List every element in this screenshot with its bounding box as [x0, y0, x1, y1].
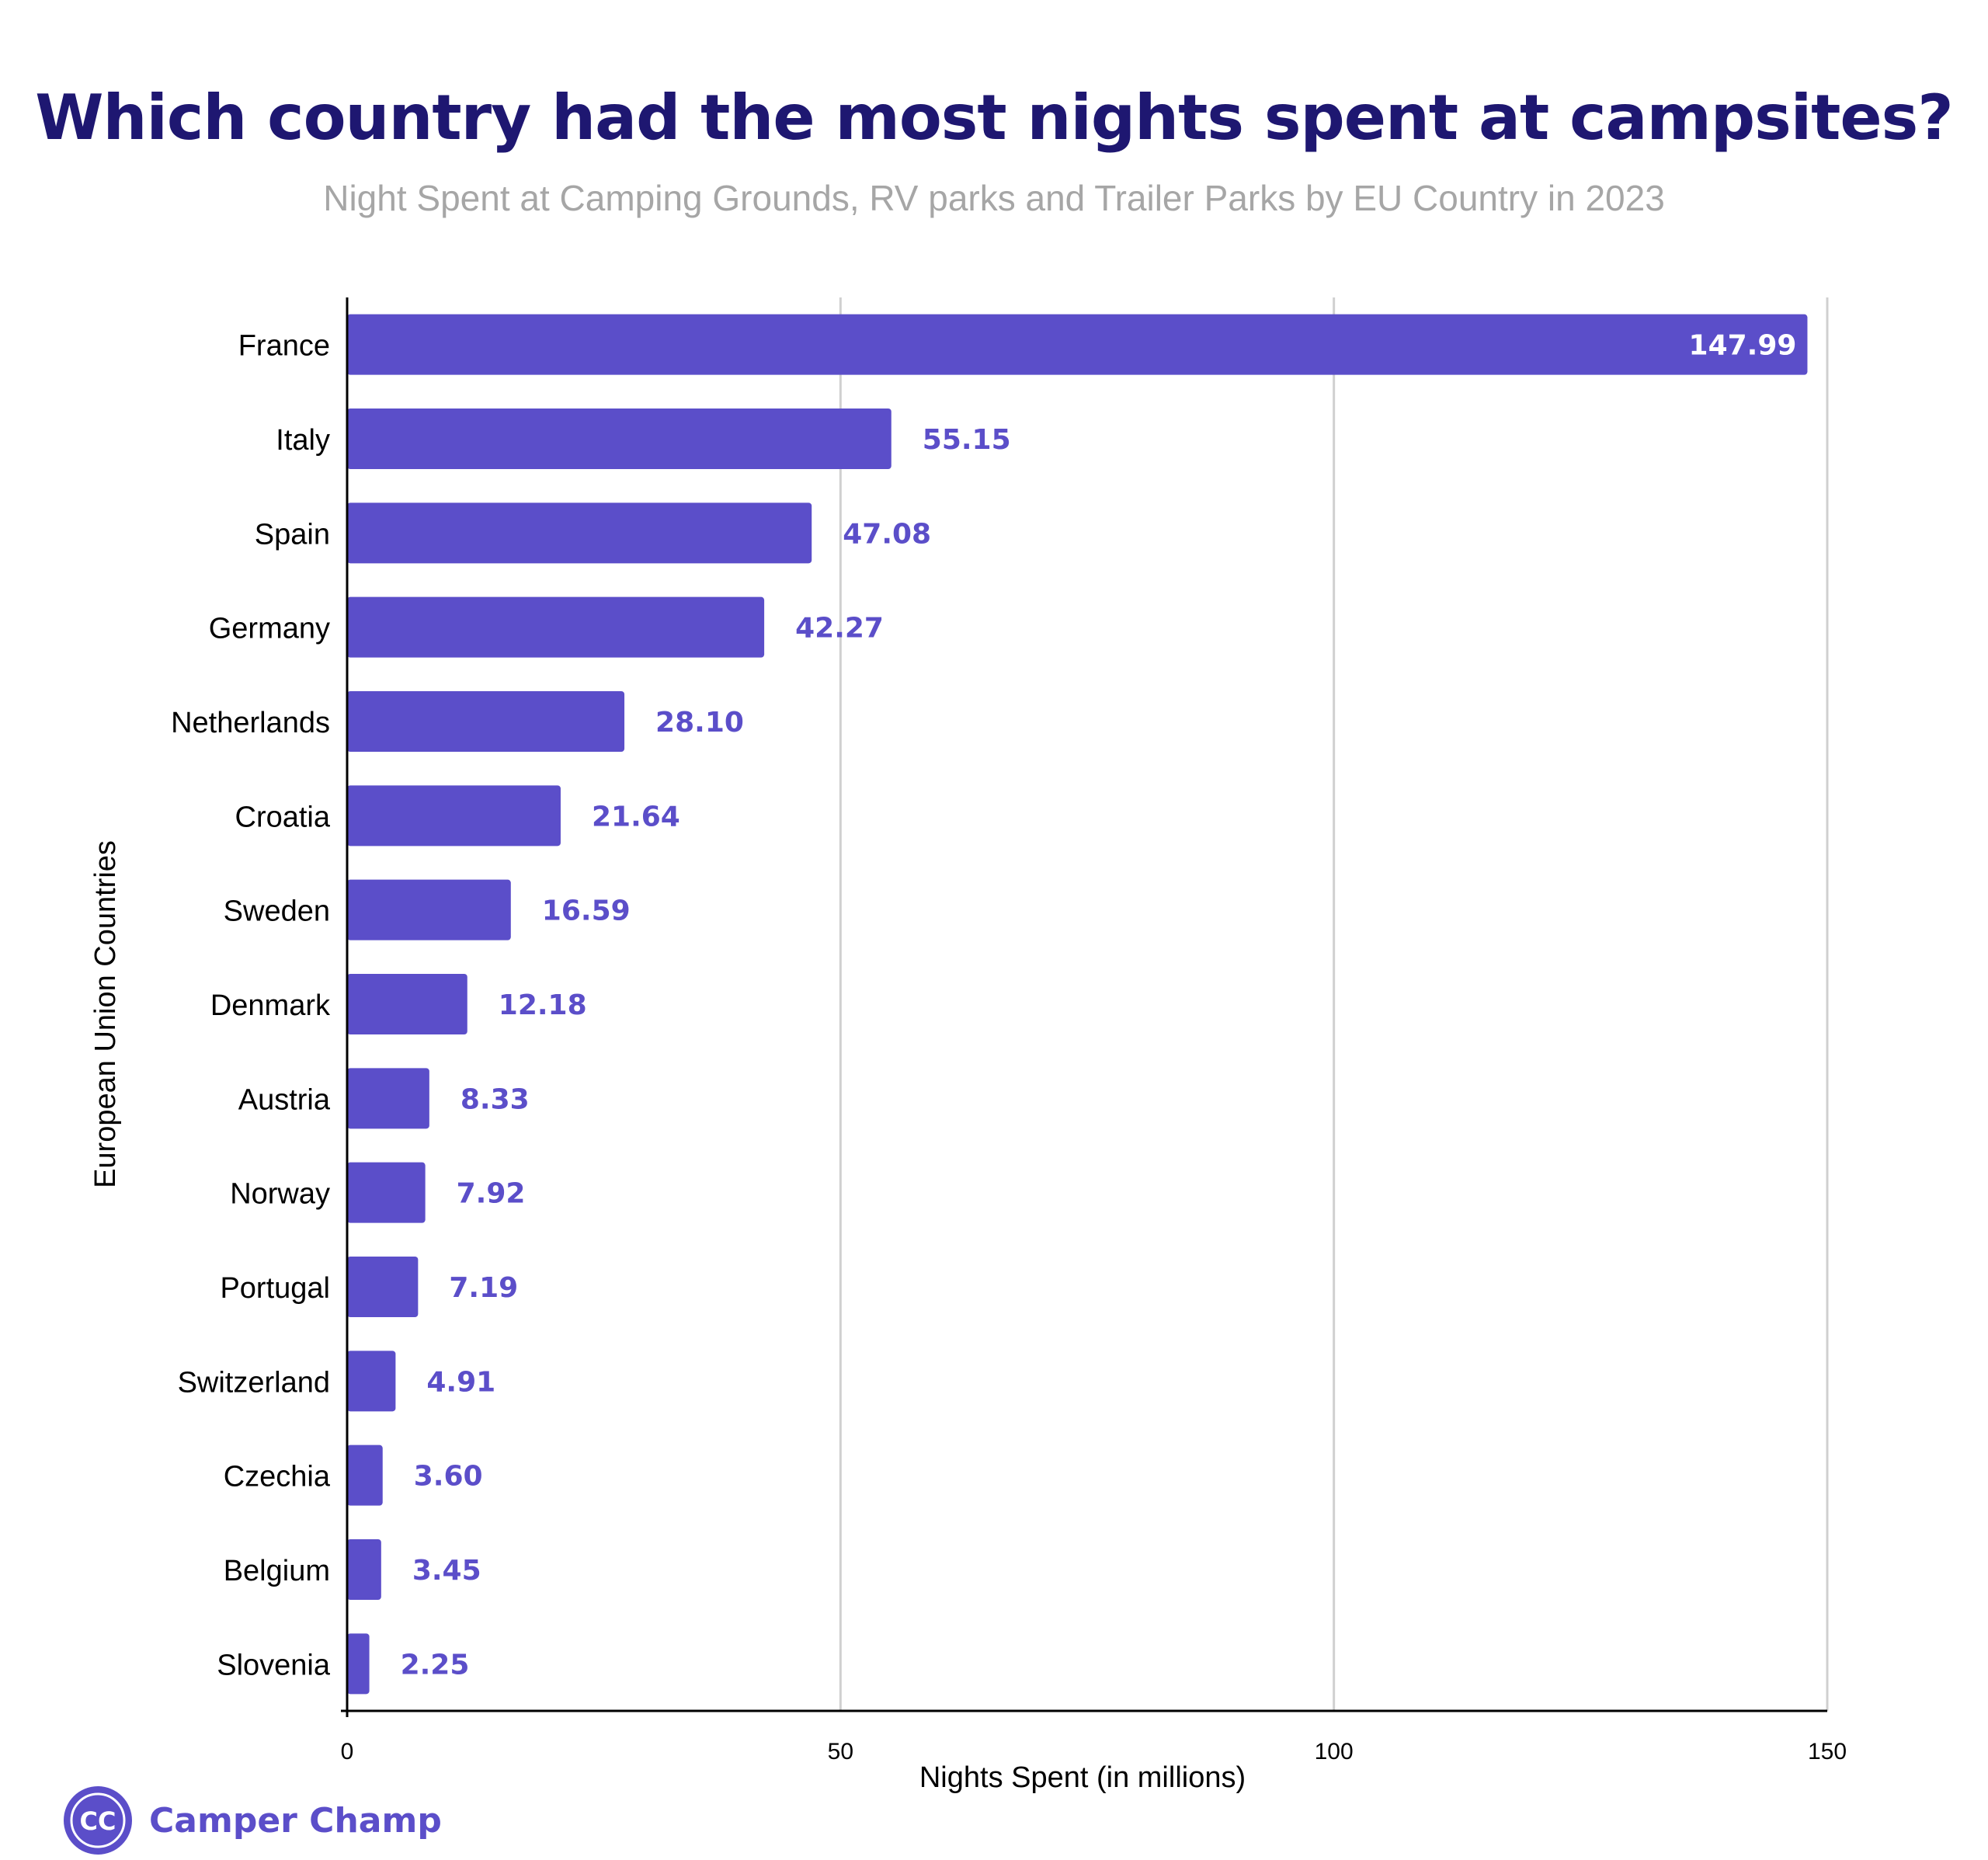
bar-belgium [347, 1539, 381, 1600]
y-tick-label: Austria [238, 1083, 331, 1116]
y-tick-label: Netherlands [171, 707, 330, 739]
gridlines [839, 297, 1829, 1711]
x-axis-label: Nights Spent (in millions) [919, 1761, 1246, 1794]
y-tick-label: Czechia [224, 1461, 331, 1493]
y-tick-label: Croatia [235, 801, 331, 833]
logo-text: CC [80, 1806, 116, 1836]
bar-slovenia [347, 1633, 370, 1695]
camper-champ-logo-icon: CC [64, 1786, 132, 1855]
value-label: 147.99 [1689, 330, 1797, 362]
bar-spain [347, 502, 812, 564]
y-tick-label: Belgium [224, 1555, 330, 1587]
brand-name: Camper Champ [149, 1800, 442, 1841]
value-label: 4.91 [426, 1366, 495, 1398]
bar-italy [347, 409, 891, 469]
brand: CC Camper Champ [64, 1785, 442, 1856]
y-tick-label: Sweden [224, 895, 330, 928]
y-axis-label: European Union Countries [89, 840, 122, 1188]
bar-austria [347, 1068, 429, 1129]
bars [347, 314, 1808, 1695]
value-label: 7.92 [457, 1178, 526, 1210]
x-tick-label: 50 [828, 1739, 853, 1764]
x-tick-label: 0 [341, 1739, 354, 1764]
bar-croatia [347, 785, 561, 847]
value-label: 16.59 [542, 895, 631, 927]
y-tick-label: Germany [209, 613, 330, 645]
value-label: 42.27 [795, 613, 884, 645]
y-tick-label: France [238, 330, 330, 363]
chart-subtitle: Night Spent at Camping Grounds, RV parks… [323, 178, 1665, 218]
y-tick-label: Denmark [210, 989, 331, 1022]
y-tick-label: Italy [276, 424, 330, 457]
chart-title: Which country had the most nights spent … [35, 82, 1953, 154]
value-label: 12.18 [499, 989, 587, 1021]
value-label: 7.19 [449, 1272, 518, 1304]
value-label: 3.60 [414, 1461, 483, 1493]
x-tick-label: 150 [1808, 1739, 1847, 1764]
bar-switzerland [347, 1351, 396, 1412]
y-tick-label: Slovenia [217, 1649, 331, 1681]
value-label: 47.08 [843, 518, 931, 550]
bar-france [347, 314, 1808, 375]
value-label: 28.10 [655, 707, 744, 739]
bar-germany [347, 596, 765, 658]
value-label: 3.45 [412, 1555, 481, 1587]
y-tick-label: Portugal [220, 1272, 330, 1305]
bar-norway [347, 1162, 426, 1223]
y-tick-label: Spain [255, 518, 330, 551]
y-tick-label: Norway [230, 1178, 330, 1211]
bar-denmark [347, 974, 467, 1034]
bar-portugal [347, 1257, 419, 1317]
bar-sweden [347, 879, 511, 940]
bar-netherlands [347, 691, 625, 752]
labels: 0 50 100 150 France 147.99 Italy 55.15 Spain 47.0… [171, 330, 1847, 1764]
value-label: 55.15 [923, 424, 1011, 456]
x-tick-label: 100 [1315, 1739, 1354, 1764]
value-label: 21.64 [592, 801, 680, 833]
value-label: 2.25 [401, 1649, 470, 1681]
axes [341, 297, 1827, 1717]
bar-czechia [347, 1445, 383, 1506]
value-label: 8.33 [461, 1083, 530, 1115]
y-tick-label: Switzerland [178, 1366, 330, 1399]
